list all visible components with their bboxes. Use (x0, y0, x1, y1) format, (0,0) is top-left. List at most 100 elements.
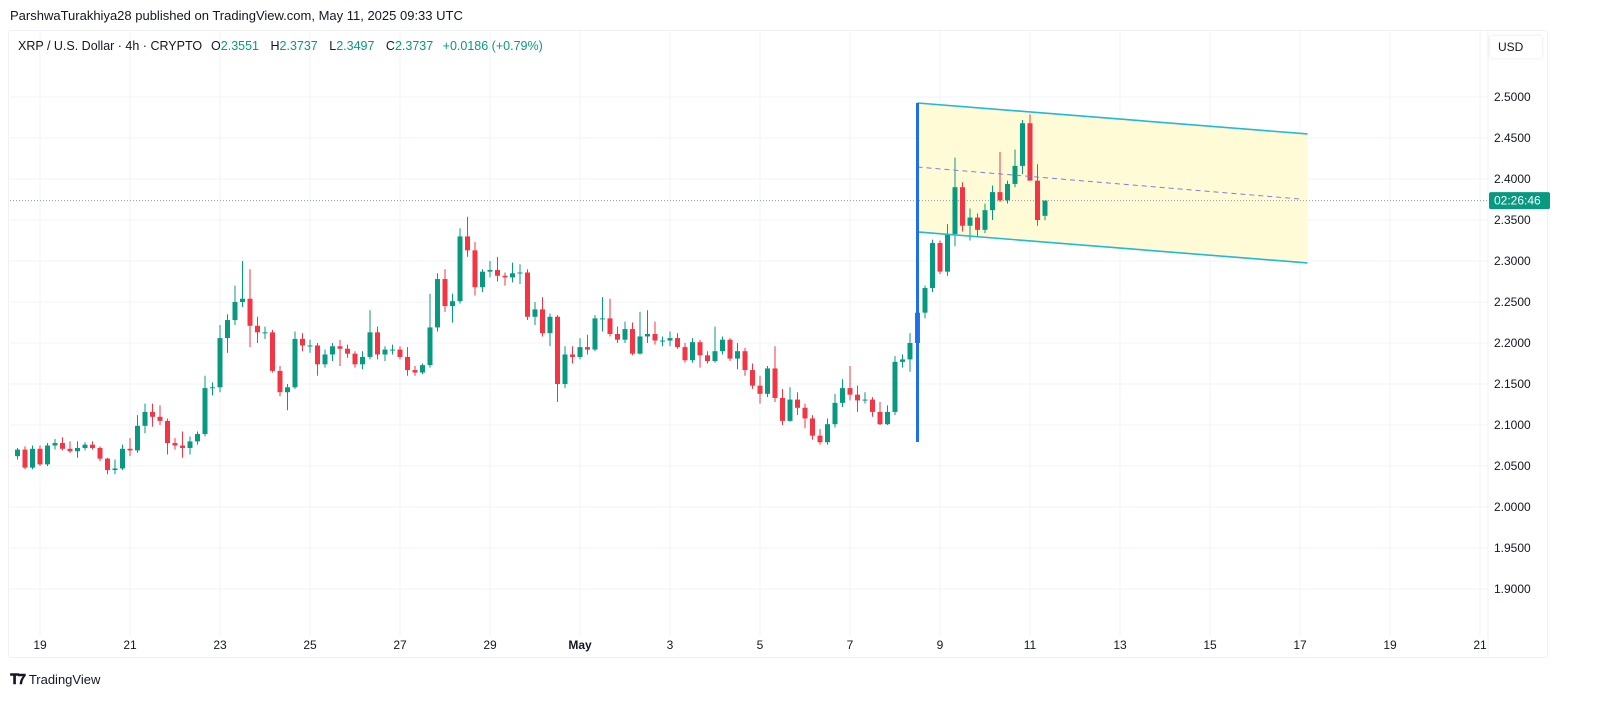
tradingview-logo-icon: 𝐓𝟕 (10, 671, 26, 687)
candle-body-down (270, 332, 275, 371)
logo-text: TradingView (28, 672, 101, 687)
low-label: L (329, 39, 337, 53)
price-tick-label: 1.9500 (1494, 541, 1531, 555)
candle-body-up (885, 411, 890, 425)
candle-body-up (1042, 200, 1048, 216)
candle-body-down (37, 448, 43, 465)
time-tick-label: 3 (667, 638, 674, 652)
candle-body-down (97, 447, 103, 459)
candle-body-up (840, 388, 845, 403)
candle-body-up (330, 346, 335, 355)
candle-body-down (180, 445, 185, 448)
candle-body-up (862, 399, 868, 401)
candle-body-up (832, 402, 838, 425)
candle-body-down (345, 348, 350, 354)
candle-body-down (472, 250, 478, 288)
candle-body-up (210, 387, 215, 389)
candle-body-down (442, 279, 448, 307)
candle-body-up (510, 273, 515, 278)
time-axis[interactable]: 19 21 23 25 27 29 May 3 5 7 9 11 13 15 17 19 21 (33, 638, 1487, 652)
tradingview-logo[interactable]: 𝐓𝟕 TradingView (10, 671, 100, 688)
time-tick-label: 5 (757, 638, 764, 652)
price-tick-label: 2.0000 (1494, 500, 1531, 514)
close-value: 2.3737 (394, 39, 434, 53)
candle-body-up (990, 192, 995, 211)
time-tick-label: 19 (33, 638, 47, 652)
candle-body-up (30, 448, 35, 468)
candle-body-down (67, 448, 73, 452)
candle-body-up (382, 349, 388, 355)
candle-body-up (225, 320, 230, 339)
candle-body-up (292, 338, 298, 388)
candle-body-up (787, 399, 793, 421)
candle-body-down (337, 346, 343, 349)
candle-body-down (607, 318, 613, 334)
candle-body-up (952, 187, 958, 234)
countdown-text: 02:26:46 (1494, 194, 1541, 208)
candle-body-down (615, 333, 620, 340)
candle-body-down (277, 370, 283, 393)
price-tick-label: 1.9000 (1494, 582, 1531, 596)
candle-body-down (975, 217, 980, 230)
candle-body-up (45, 445, 50, 465)
candle-body-up (262, 332, 268, 334)
candle-body-down (465, 236, 470, 251)
price-tick-label: 2.1000 (1494, 418, 1531, 432)
candle-body-down (877, 411, 883, 425)
candle-body-down (412, 370, 418, 373)
candle-body-up (75, 447, 80, 452)
candle-body-up (285, 387, 290, 393)
candle-body-down (315, 345, 320, 365)
candle-body-down (1027, 123, 1033, 181)
candle-body-up (967, 217, 973, 226)
candle-body-down (937, 242, 943, 272)
candle-body-down (817, 435, 823, 443)
candle-body-up (195, 434, 200, 442)
price-tick-label: 2.1500 (1494, 377, 1531, 391)
candle-body-down (502, 275, 508, 278)
candle-body-up (112, 468, 118, 471)
candle-body-down (847, 388, 853, 395)
candle-body-up (435, 279, 440, 328)
candle-body-up (307, 345, 313, 347)
candle-body-down (757, 385, 763, 394)
channel-lower-line (917, 231, 1308, 264)
candle-body-up (892, 361, 898, 412)
price-tick-label: 2.3000 (1494, 254, 1531, 268)
symbol-title[interactable]: XRP / U.S. Dollar · 4h · CRYPTO (18, 39, 203, 53)
candle-body-up (622, 329, 628, 340)
candle-body-down (705, 355, 710, 362)
candle-body-down (90, 444, 95, 448)
drawings-fill (10, 102, 1488, 263)
time-tick-label: 23 (213, 638, 227, 652)
currency-button[interactable]: USD (1490, 36, 1542, 58)
candle-body-up (480, 271, 485, 288)
candle-body-up (187, 441, 193, 448)
candle-body-up (982, 210, 988, 230)
chart-frame (8, 30, 1548, 658)
drawings[interactable] (916, 102, 1308, 442)
candle-body-up (637, 336, 643, 354)
price-axis[interactable]: 2.5000 2.4500 2.4000 2.3500 2.3000 2.2500 2.20… (1494, 90, 1531, 596)
price-tick-label: 2.2500 (1494, 295, 1531, 309)
candle-body-down (742, 351, 748, 371)
candle-body-up (735, 351, 740, 359)
time-tick-label: 19 (1383, 638, 1397, 652)
candle-body-down (570, 354, 575, 357)
candle-body-down (630, 329, 635, 354)
candle-body-down (652, 333, 658, 341)
candle-body-up (120, 448, 125, 469)
price-tick-label: 2.3500 (1494, 213, 1531, 227)
price-tick-label: 2.0500 (1494, 459, 1531, 473)
candle-body-down (795, 399, 800, 408)
candle-body-down (105, 458, 110, 471)
candle-body-down (540, 309, 545, 334)
open-label: O (211, 39, 221, 53)
open-value: 2.3551 (220, 39, 260, 53)
candle-body-down (750, 370, 755, 386)
candle-body-up (322, 354, 328, 365)
candle-body-down (960, 187, 965, 226)
candle-body-up (82, 444, 88, 448)
time-tick-label: 7 (847, 638, 854, 652)
